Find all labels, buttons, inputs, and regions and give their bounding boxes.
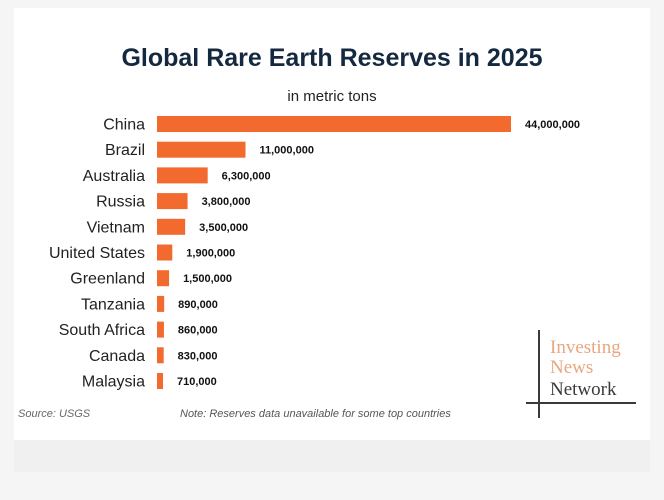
- bar: [157, 347, 164, 364]
- value-label: 44,000,000: [525, 119, 580, 131]
- value-label: 3,500,000: [199, 222, 248, 234]
- logo-vertical-rule: [538, 330, 540, 418]
- bar: [157, 244, 173, 261]
- bar: [157, 295, 165, 312]
- category-label: Vietnam: [87, 219, 145, 236]
- bar-chart: China 44,000,000 Brazil 11,000,000 Australia…: [49, 116, 580, 391]
- bar: [157, 373, 163, 389]
- category-label: South Africa: [59, 322, 145, 339]
- bar: [157, 193, 188, 210]
- chart-card: Global Rare Earth Reserves in 2025 in me…: [14, 8, 650, 440]
- value-label: 11,000,000: [260, 145, 314, 157]
- category-label: Malaysia: [82, 374, 145, 391]
- logo-word-news: News: [550, 357, 594, 378]
- value-label: 1,500,000: [183, 273, 232, 285]
- bar: [157, 167, 208, 184]
- logo-word-network: Network: [550, 379, 617, 400]
- bar: [157, 321, 164, 338]
- category-label: Canada: [89, 348, 145, 365]
- logo-word-investing: Investing: [550, 337, 621, 358]
- value-label: 1,900,000: [186, 248, 235, 260]
- data-note: Note: Reserves data unavailable for some…: [180, 408, 451, 420]
- investing-news-network-logo: Investing News Network: [526, 328, 636, 420]
- bottom-strip: [14, 440, 650, 472]
- category-label: Brazil: [105, 142, 145, 159]
- chart-subtitle: in metric tons: [287, 88, 377, 105]
- category-label: Tanzania: [81, 296, 145, 313]
- value-label: 710,000: [177, 376, 217, 388]
- category-label: United States: [49, 245, 145, 262]
- bar: [157, 141, 246, 158]
- bar: [157, 270, 170, 287]
- value-label: 6,300,000: [222, 170, 271, 182]
- bar: [157, 218, 186, 235]
- category-label: China: [103, 117, 145, 134]
- value-label: 3,800,000: [202, 196, 251, 208]
- source-note: Source: USGS: [18, 408, 91, 420]
- bar: [157, 116, 511, 132]
- value-label: 890,000: [178, 299, 218, 311]
- category-label: Australia: [83, 168, 145, 185]
- category-label: Greenland: [70, 271, 145, 288]
- value-label: 860,000: [178, 325, 218, 337]
- chart-title: Global Rare Earth Reserves in 2025: [121, 44, 543, 72]
- logo-horizontal-rule: [526, 402, 636, 404]
- category-label: Russia: [96, 194, 145, 211]
- value-label: 830,000: [178, 350, 218, 362]
